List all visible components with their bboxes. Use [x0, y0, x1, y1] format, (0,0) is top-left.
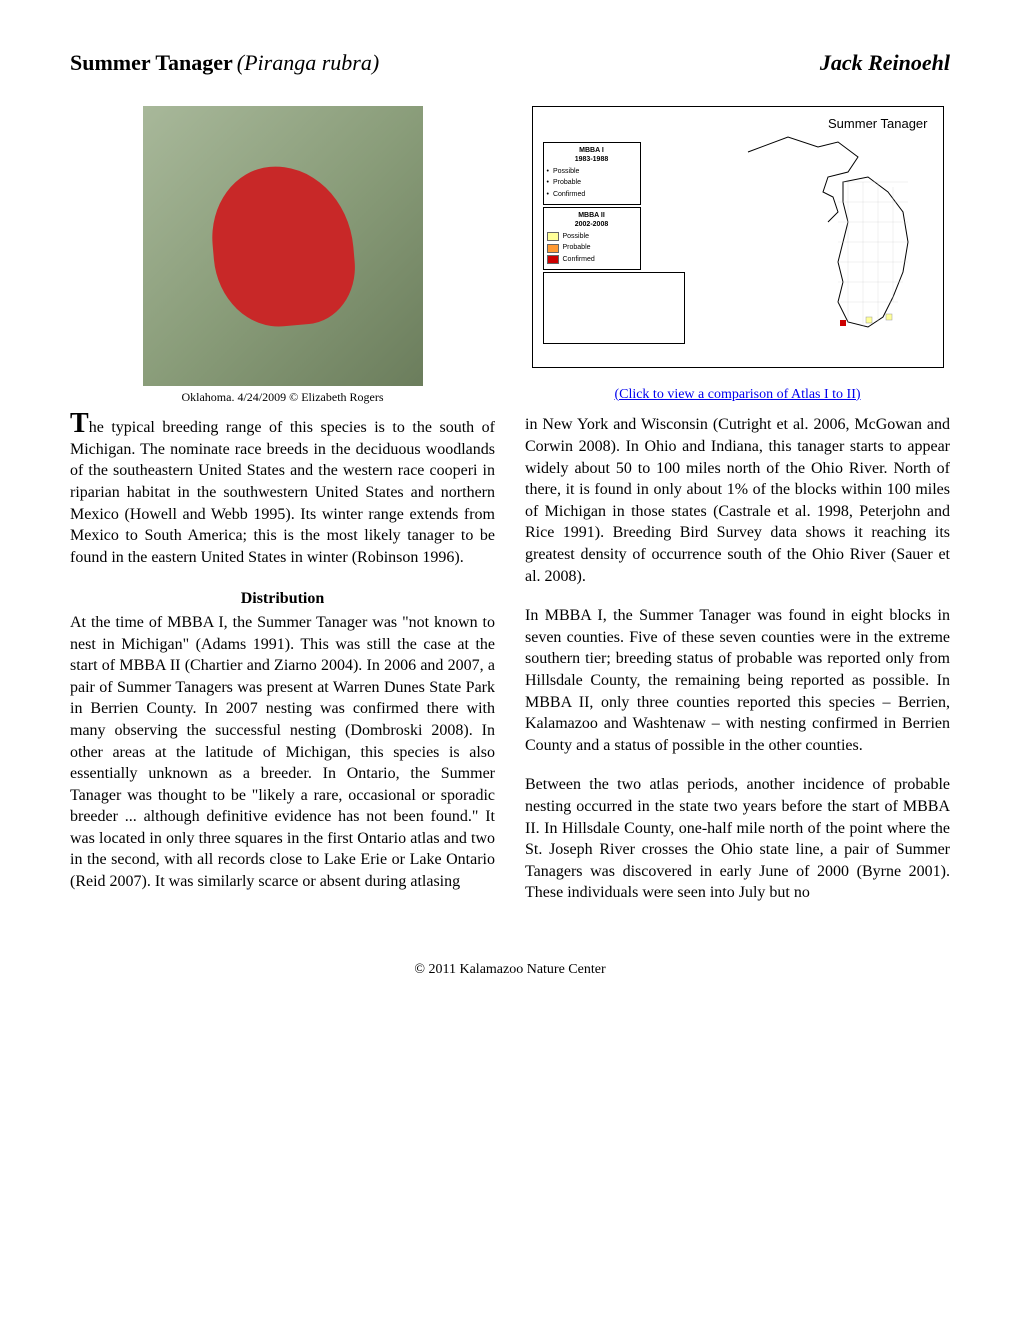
intro-paragraph: The typical breeding range of this speci… — [70, 410, 495, 568]
possible-marker-2 — [886, 314, 892, 320]
left-column: Oklahoma. 4/24/2009 © Elizabeth Rogers T… — [70, 106, 495, 922]
legend-mbba1: MBBA I1983-1988 •Possible •Probable •Con… — [543, 142, 641, 205]
dropcap: T — [70, 408, 89, 439]
title-block: Summer Tanager (Piranga rubra) — [70, 50, 379, 76]
two-column-layout: Oklahoma. 4/24/2009 © Elizabeth Rogers T… — [70, 106, 950, 922]
bird-illustration — [206, 160, 359, 332]
legend-mbba2: MBBA II2002-2008 Possible Probable Confi… — [543, 207, 641, 270]
species-latin-name: (Piranga rubra) — [237, 50, 379, 75]
right-para2: In MBBA I, the Summer Tanager was found … — [525, 605, 950, 756]
legend-probable: Probable — [553, 178, 581, 187]
species-common-name: Summer Tanager — [70, 50, 233, 75]
distribution-heading: Distribution — [70, 588, 495, 610]
legend-possible: Possible — [553, 167, 579, 176]
bird-photo — [143, 106, 423, 386]
legend1-header: MBBA I1983-1988 — [547, 146, 637, 165]
map-container: Summer Tanager MBBA I1983-1988 •Possible… — [525, 106, 950, 404]
swatch-possible — [547, 232, 559, 241]
intro-text: he typical breeding range of this specie… — [70, 419, 495, 566]
photo-container: Oklahoma. 4/24/2009 © Elizabeth Rogers — [70, 106, 495, 405]
distribution-para1: At the time of MBBA I, the Summer Tanage… — [70, 612, 495, 893]
footer-copyright: © 2011 Kalamazoo Nature Center — [70, 962, 950, 978]
block-statistics-table — [543, 272, 685, 344]
right-column: Summer Tanager MBBA I1983-1988 •Possible… — [525, 106, 950, 922]
comparison-link[interactable]: (Click to view a comparison of Atlas I t… — [614, 387, 860, 402]
right-para1: in New York and Wisconsin (Cutright et a… — [525, 414, 950, 587]
swatch-confirmed — [547, 255, 559, 264]
possible-marker — [866, 317, 872, 323]
photo-caption: Oklahoma. 4/24/2009 © Elizabeth Rogers — [70, 389, 495, 405]
distribution-map: Summer Tanager MBBA I1983-1988 •Possible… — [532, 106, 944, 368]
author-name: Jack Reinoehl — [820, 50, 950, 76]
legend2-header: MBBA II2002-2008 — [547, 211, 637, 230]
legend-confirmed: Confirmed — [553, 190, 585, 199]
michigan-outline — [728, 122, 928, 342]
page-header: Summer Tanager (Piranga rubra) Jack Rein… — [70, 50, 950, 76]
confirmed-marker — [840, 320, 846, 326]
right-para3: Between the two atlas periods, another i… — [525, 774, 950, 904]
swatch-probable — [547, 244, 559, 253]
